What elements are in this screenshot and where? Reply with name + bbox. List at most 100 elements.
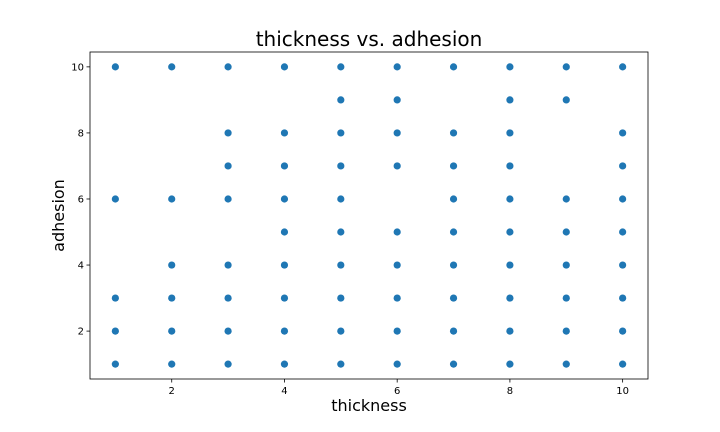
data-point bbox=[619, 294, 627, 302]
data-point bbox=[337, 96, 345, 104]
data-point bbox=[562, 360, 570, 368]
data-point bbox=[224, 327, 232, 335]
data-point bbox=[506, 129, 514, 137]
data-point bbox=[224, 195, 232, 203]
x-tick-label: 6 bbox=[394, 386, 400, 397]
data-point bbox=[280, 327, 289, 335]
y-tick-label: 8 bbox=[78, 128, 84, 139]
data-point bbox=[619, 195, 627, 203]
data-point bbox=[619, 162, 627, 170]
data-point bbox=[224, 129, 232, 137]
data-point bbox=[449, 360, 458, 368]
data-point bbox=[562, 294, 570, 302]
data-point bbox=[168, 195, 176, 203]
data-point bbox=[280, 360, 289, 368]
data-point bbox=[619, 327, 627, 335]
data-point bbox=[562, 228, 570, 236]
data-point bbox=[393, 360, 401, 368]
data-point bbox=[280, 63, 289, 71]
data-point bbox=[506, 327, 514, 335]
data-point bbox=[111, 360, 119, 368]
data-point bbox=[337, 327, 345, 335]
data-point bbox=[506, 63, 514, 71]
data-point bbox=[562, 195, 570, 203]
data-point bbox=[337, 228, 345, 236]
data-point bbox=[337, 360, 345, 368]
y-axis-label: adhesion bbox=[49, 179, 68, 252]
data-point bbox=[280, 195, 289, 203]
data-point bbox=[337, 129, 345, 137]
data-point bbox=[562, 96, 570, 104]
data-point bbox=[506, 360, 514, 368]
plot-frame bbox=[89, 51, 649, 380]
data-point bbox=[449, 129, 458, 137]
data-point bbox=[619, 129, 627, 137]
data-point bbox=[111, 63, 119, 71]
chart-title: thickness vs. adhesion bbox=[256, 27, 483, 51]
data-point bbox=[506, 96, 514, 104]
data-point bbox=[337, 63, 345, 71]
data-point bbox=[506, 261, 514, 269]
data-point bbox=[168, 294, 176, 302]
data-point bbox=[449, 63, 458, 71]
data-point bbox=[506, 195, 514, 203]
x-axis-ticks: 2 4 6 8 10 bbox=[169, 379, 629, 397]
y-tick-label: 6 bbox=[78, 194, 84, 205]
data-point bbox=[224, 294, 232, 302]
data-point bbox=[224, 360, 232, 368]
data-point bbox=[224, 261, 232, 269]
data-point bbox=[280, 129, 289, 137]
data-point bbox=[337, 294, 345, 302]
x-axis-label: thickness bbox=[331, 396, 407, 415]
data-point bbox=[280, 294, 289, 302]
data-point bbox=[506, 294, 514, 302]
points-layer bbox=[111, 63, 627, 368]
data-point bbox=[168, 63, 176, 71]
data-point bbox=[449, 261, 458, 269]
data-point bbox=[393, 294, 401, 302]
data-point bbox=[506, 228, 514, 236]
data-point bbox=[168, 327, 176, 335]
y-tick-label: 4 bbox=[78, 261, 84, 272]
data-point bbox=[449, 228, 458, 236]
data-point bbox=[562, 261, 570, 269]
data-point bbox=[111, 327, 119, 335]
data-point bbox=[337, 195, 345, 203]
data-point bbox=[619, 228, 627, 236]
data-point bbox=[393, 129, 401, 137]
data-point bbox=[393, 261, 401, 269]
data-point bbox=[619, 360, 627, 368]
data-point bbox=[449, 162, 458, 170]
data-point bbox=[562, 327, 570, 335]
y-tick-label: 10 bbox=[71, 62, 84, 73]
data-point bbox=[168, 261, 176, 269]
data-point bbox=[280, 162, 289, 170]
data-point bbox=[393, 96, 401, 104]
x-tick-label: 10 bbox=[616, 386, 629, 397]
data-point bbox=[337, 162, 345, 170]
data-point bbox=[224, 63, 232, 71]
data-point bbox=[280, 228, 289, 236]
y-tick-label: 2 bbox=[78, 327, 84, 338]
data-point bbox=[506, 162, 514, 170]
data-point bbox=[111, 195, 119, 203]
data-point bbox=[393, 228, 401, 236]
data-point bbox=[562, 63, 570, 71]
x-tick-label: 4 bbox=[281, 386, 287, 397]
y-axis-ticks: 2 4 6 8 10 bbox=[71, 62, 90, 338]
data-point bbox=[449, 294, 458, 302]
data-point bbox=[224, 162, 232, 170]
data-point bbox=[337, 261, 345, 269]
data-point bbox=[449, 195, 458, 203]
x-tick-label: 8 bbox=[507, 386, 513, 397]
data-point bbox=[619, 63, 627, 71]
data-point bbox=[280, 261, 289, 269]
data-point bbox=[111, 294, 119, 302]
data-point bbox=[393, 162, 401, 170]
data-point bbox=[449, 327, 458, 335]
data-point bbox=[393, 63, 401, 71]
data-point bbox=[168, 360, 176, 368]
x-tick-label: 2 bbox=[169, 386, 175, 397]
data-point bbox=[619, 261, 627, 269]
